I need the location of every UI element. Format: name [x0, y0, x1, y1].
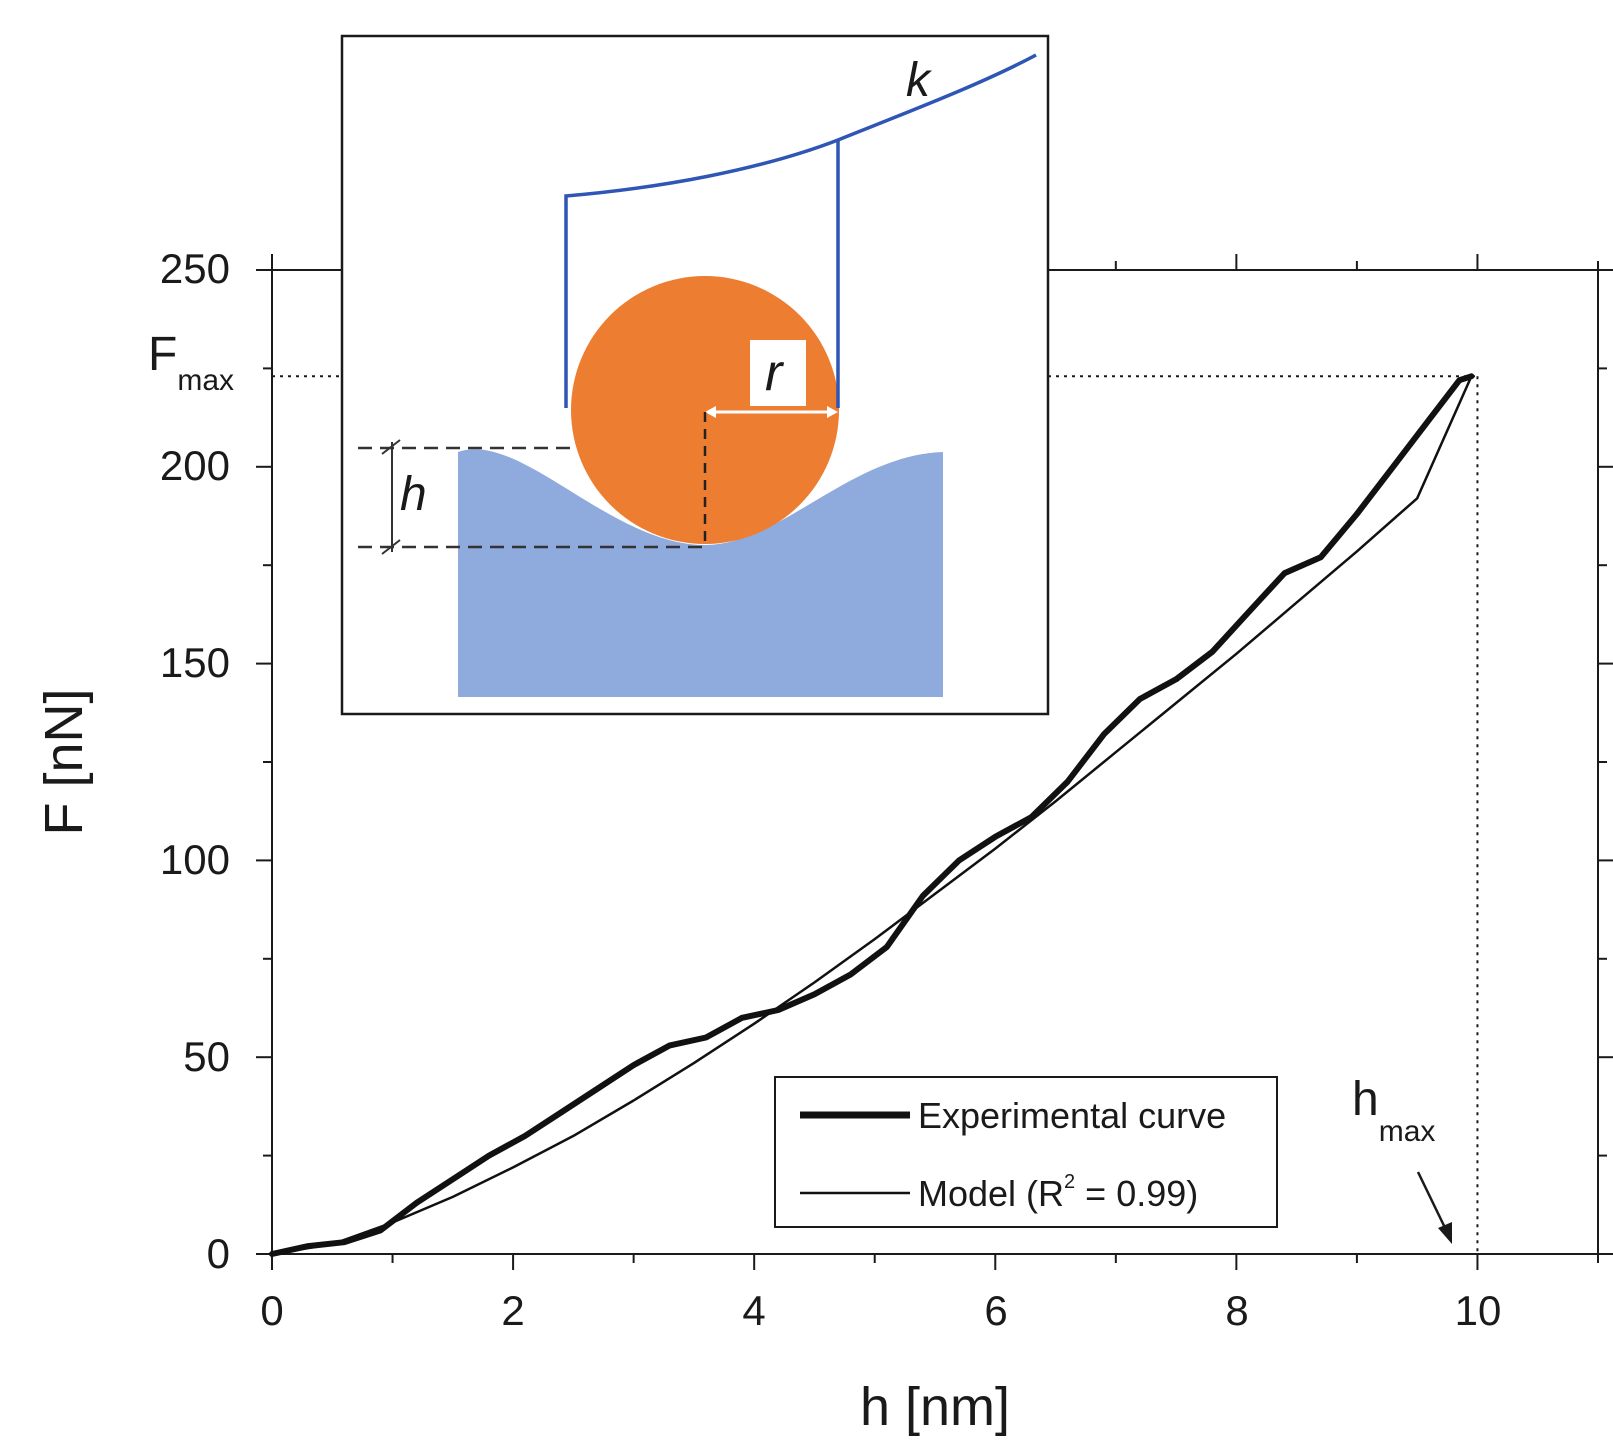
x-tick-labels: 0 2 4 6 8 10 [260, 1287, 1501, 1334]
y-tick-label-50: 50 [183, 1033, 230, 1080]
legend: Experimental curve Model (R2 = 0.99) [774, 1076, 1278, 1228]
spring-constant-label: k [906, 54, 933, 107]
y-tick-label-200: 200 [160, 442, 230, 489]
substrate-surface [458, 449, 943, 697]
depth-bracket-top-tick [381, 439, 401, 455]
depth-label: h [400, 468, 427, 521]
y-tick-label-150: 150 [160, 639, 230, 686]
radius-label-box [750, 340, 806, 406]
experimental-curve-line [269, 373, 1475, 1257]
model-curve-line [271, 375, 1473, 1256]
x-tick-label-4: 4 [742, 1287, 765, 1334]
y-tick-labels: 0 50 100 150 200 250 [160, 245, 230, 1277]
legend-label-model: Model (R2 = 0.99) [918, 1171, 1198, 1214]
x-tick-label-8: 8 [1225, 1287, 1248, 1334]
x-tick-label-10: 10 [1455, 1287, 1502, 1334]
legend-box [774, 1076, 1278, 1228]
radius-arrow-head-right [827, 406, 838, 418]
x-tick-label-2: 2 [501, 1287, 524, 1334]
x-tick-label-6: 6 [984, 1287, 1007, 1334]
y-axis-title: F [nN] [34, 688, 94, 835]
x-axis-title: h [nm] [860, 1377, 1010, 1437]
h-max-label: hmax [1352, 1073, 1435, 1148]
h-max-arrow [1416, 1171, 1452, 1244]
radius-arrow-head-left [705, 406, 716, 418]
y-tick-label-250: 250 [160, 245, 230, 292]
f-max-label: Fmax [148, 328, 234, 397]
legend-label-experimental: Experimental curve [918, 1095, 1226, 1136]
y-tick-label-0: 0 [207, 1230, 230, 1277]
inset-diagram: r h k [340, 34, 1050, 716]
depth-bracket-bottom-tick [381, 539, 401, 555]
y-tick-label-100: 100 [160, 836, 230, 883]
cantilever-beam [564, 53, 1037, 408]
radius-label: r [765, 344, 785, 402]
x-tick-label-0: 0 [260, 1287, 283, 1334]
